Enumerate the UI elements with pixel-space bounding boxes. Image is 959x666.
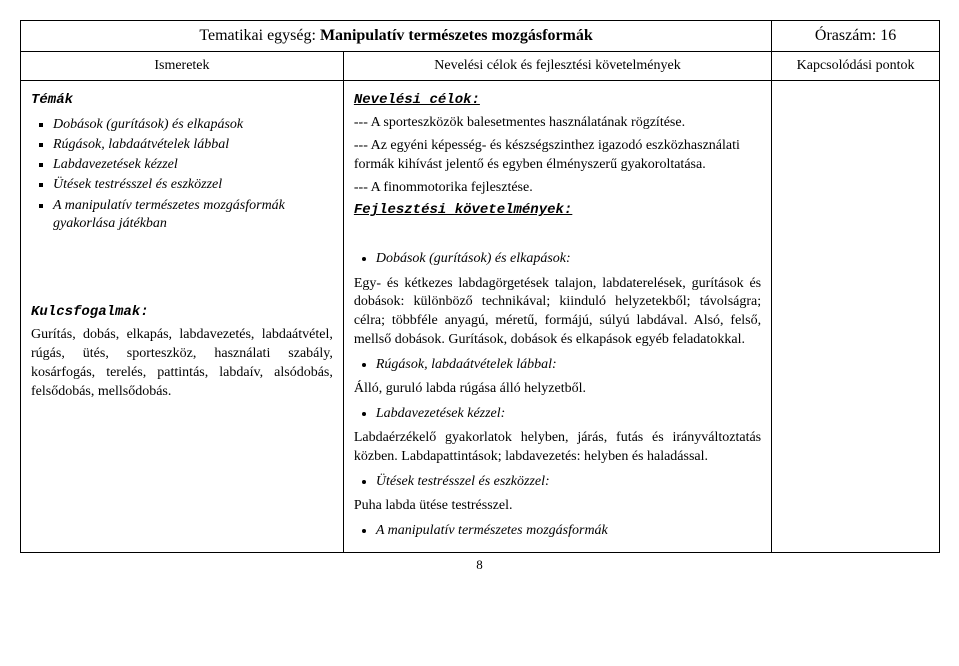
list-item: A manipulatív természetes mozgásformák xyxy=(376,522,761,540)
item-head: Dobások (gurítások) és elkapások: xyxy=(376,251,571,266)
subheader-right: Kapcsolódási pontok xyxy=(772,52,940,81)
list-item: Ütések testrésszel és eszközzel xyxy=(53,176,333,194)
item-text: Puha labda ütése testrésszel. xyxy=(354,497,761,516)
subheader-left: Ismeretek xyxy=(21,52,344,81)
nev-line: --- A sporteszközök balesetmentes haszná… xyxy=(354,114,761,133)
hours-label: Óraszám: 16 xyxy=(815,27,896,44)
list-item: Labdavezetések kézzel xyxy=(53,156,333,174)
list-item: Dobások (gurítások) és elkapások xyxy=(53,116,333,134)
item-head: Rúgások, labdaátvételek lábbal: xyxy=(376,357,557,372)
header-hours-cell: Óraszám: 16 xyxy=(772,21,940,52)
temak-label: Témák xyxy=(31,91,333,110)
list-item: Rúgások, labdaátvételek lábbal: xyxy=(376,356,761,374)
item-text: Álló, guruló labda rúgása álló helyzetbő… xyxy=(354,380,761,399)
list-item: Ütések testrésszel és eszközzel: xyxy=(376,473,761,491)
list-item: Dobások (gurítások) és elkapások: xyxy=(376,250,761,268)
kulcs-label: Kulcsfogalmak: xyxy=(31,303,333,322)
list-item: A manipulatív természetes mozgásformák g… xyxy=(53,197,333,233)
fejl-list: A manipulatív természetes mozgásformák xyxy=(376,522,761,540)
curriculum-table: Tematikai egység: Manipulatív természete… xyxy=(20,20,940,553)
item-text: Labdaérzékelő gyakorlatok helyben, járás… xyxy=(354,429,761,467)
fejl-list: Rúgások, labdaátvételek lábbal: xyxy=(376,356,761,374)
kulcs-text: Gurítás, dobás, elkapás, labdavezetés, l… xyxy=(31,326,333,402)
left-column: Témák Dobások (gurítások) és elkapások R… xyxy=(21,81,344,553)
fejl-list: Dobások (gurítások) és elkapások: xyxy=(376,250,761,268)
list-item: Labdavezetések kézzel: xyxy=(376,405,761,423)
right-column xyxy=(772,81,940,553)
item-text: Egy- és kétkezes labdagörgetések talajon… xyxy=(354,275,761,351)
item-head: A manipulatív természetes mozgásformák xyxy=(376,523,608,538)
title-prefix: Tematikai egység: xyxy=(199,27,320,44)
middle-column: Nevelési célok: --- A sporteszközök bale… xyxy=(343,81,771,553)
subheader-mid: Nevelési célok és fejlesztési követelmén… xyxy=(343,52,771,81)
nev-line: --- A finommotorika fejlesztése. xyxy=(354,179,761,198)
title-bold: Manipulatív természetes mozgásformák xyxy=(320,27,593,44)
page-number: 8 xyxy=(20,557,939,573)
fejl-label: Fejlesztési követelmények: xyxy=(354,201,761,220)
fejl-list: Labdavezetések kézzel: xyxy=(376,405,761,423)
list-item: Rúgások, labdaátvételek lábbal xyxy=(53,136,333,154)
nev-line: --- Az egyéni képesség- és készségszinth… xyxy=(354,137,761,175)
fejl-list: Ütések testrésszel és eszközzel: xyxy=(376,473,761,491)
nevcelok-label: Nevelési célok: xyxy=(354,91,761,110)
temak-list: Dobások (gurítások) és elkapások Rúgások… xyxy=(53,116,333,233)
item-head: Labdavezetések kézzel: xyxy=(376,406,505,421)
header-title-cell: Tematikai egység: Manipulatív természete… xyxy=(21,21,772,52)
item-head: Ütések testrésszel és eszközzel: xyxy=(376,474,550,489)
